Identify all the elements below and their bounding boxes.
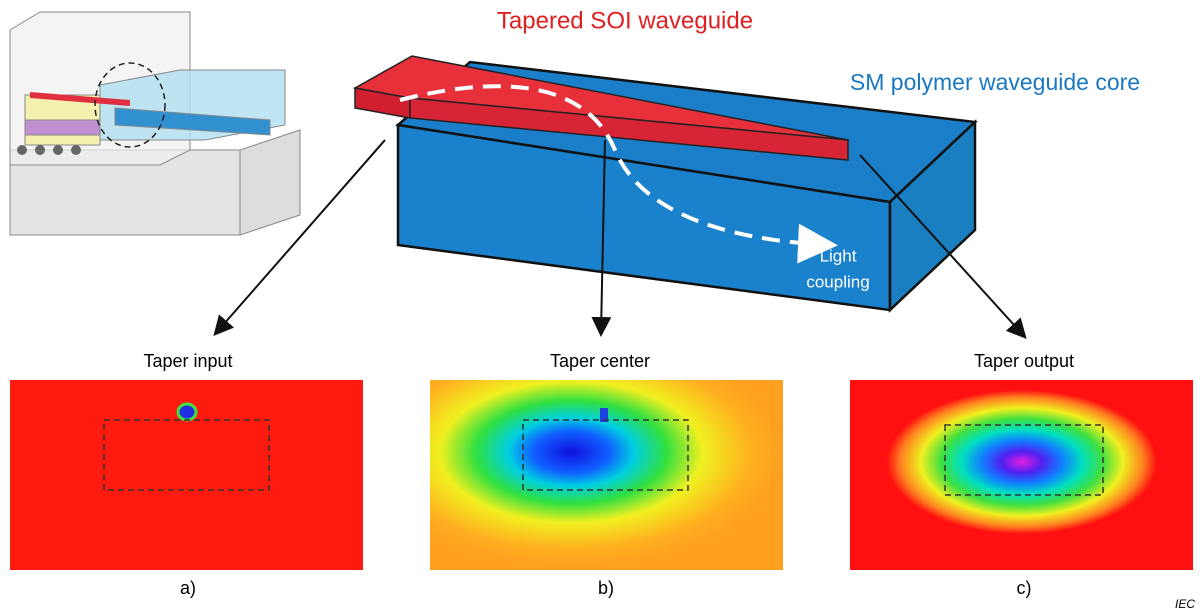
coupling-label: Light xyxy=(820,246,857,265)
mode-field xyxy=(887,390,1157,534)
figure: Tapered SOI waveguide SM polymer wavegui… xyxy=(0,0,1201,614)
panel-title: Taper output xyxy=(974,351,1074,371)
panel-title: Taper center xyxy=(550,351,650,371)
panel-title: Taper input xyxy=(143,351,232,371)
panel-caption: c) xyxy=(1017,578,1032,598)
taper-label: Tapered SOI waveguide xyxy=(497,7,753,34)
core-label: SM polymer waveguide core xyxy=(850,69,1140,95)
coupling-label: coupling xyxy=(806,272,869,291)
credit: IEC xyxy=(1175,597,1195,611)
panel-caption: b) xyxy=(598,578,614,598)
panel-caption: a) xyxy=(180,578,196,598)
package-sketch xyxy=(10,12,300,235)
panel-c xyxy=(850,380,1193,570)
mode-spot xyxy=(178,404,196,420)
panel-a xyxy=(10,380,363,570)
panel-b xyxy=(430,380,783,570)
